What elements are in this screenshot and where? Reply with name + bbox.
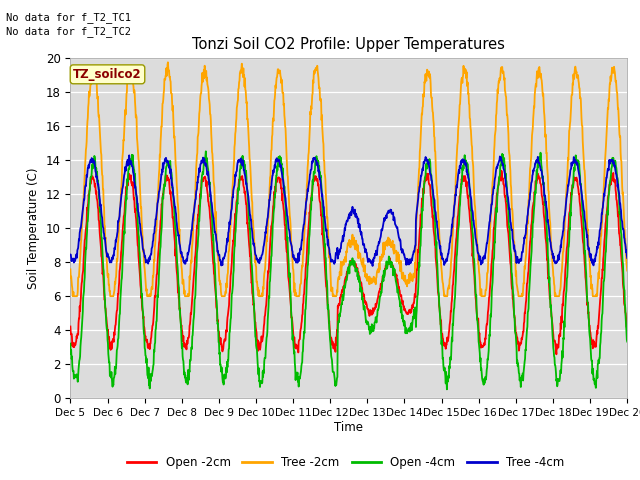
X-axis label: Time: Time bbox=[334, 421, 364, 434]
Text: TZ_soilco2: TZ_soilco2 bbox=[73, 68, 142, 81]
Title: Tonzi Soil CO2 Profile: Upper Temperatures: Tonzi Soil CO2 Profile: Upper Temperatur… bbox=[193, 37, 505, 52]
Text: No data for f_T2_TC2: No data for f_T2_TC2 bbox=[6, 26, 131, 37]
Text: No data for f_T2_TC1: No data for f_T2_TC1 bbox=[6, 12, 131, 23]
Legend: Open -2cm, Tree -2cm, Open -4cm, Tree -4cm: Open -2cm, Tree -2cm, Open -4cm, Tree -4… bbox=[122, 452, 569, 474]
Y-axis label: Soil Temperature (C): Soil Temperature (C) bbox=[27, 167, 40, 289]
